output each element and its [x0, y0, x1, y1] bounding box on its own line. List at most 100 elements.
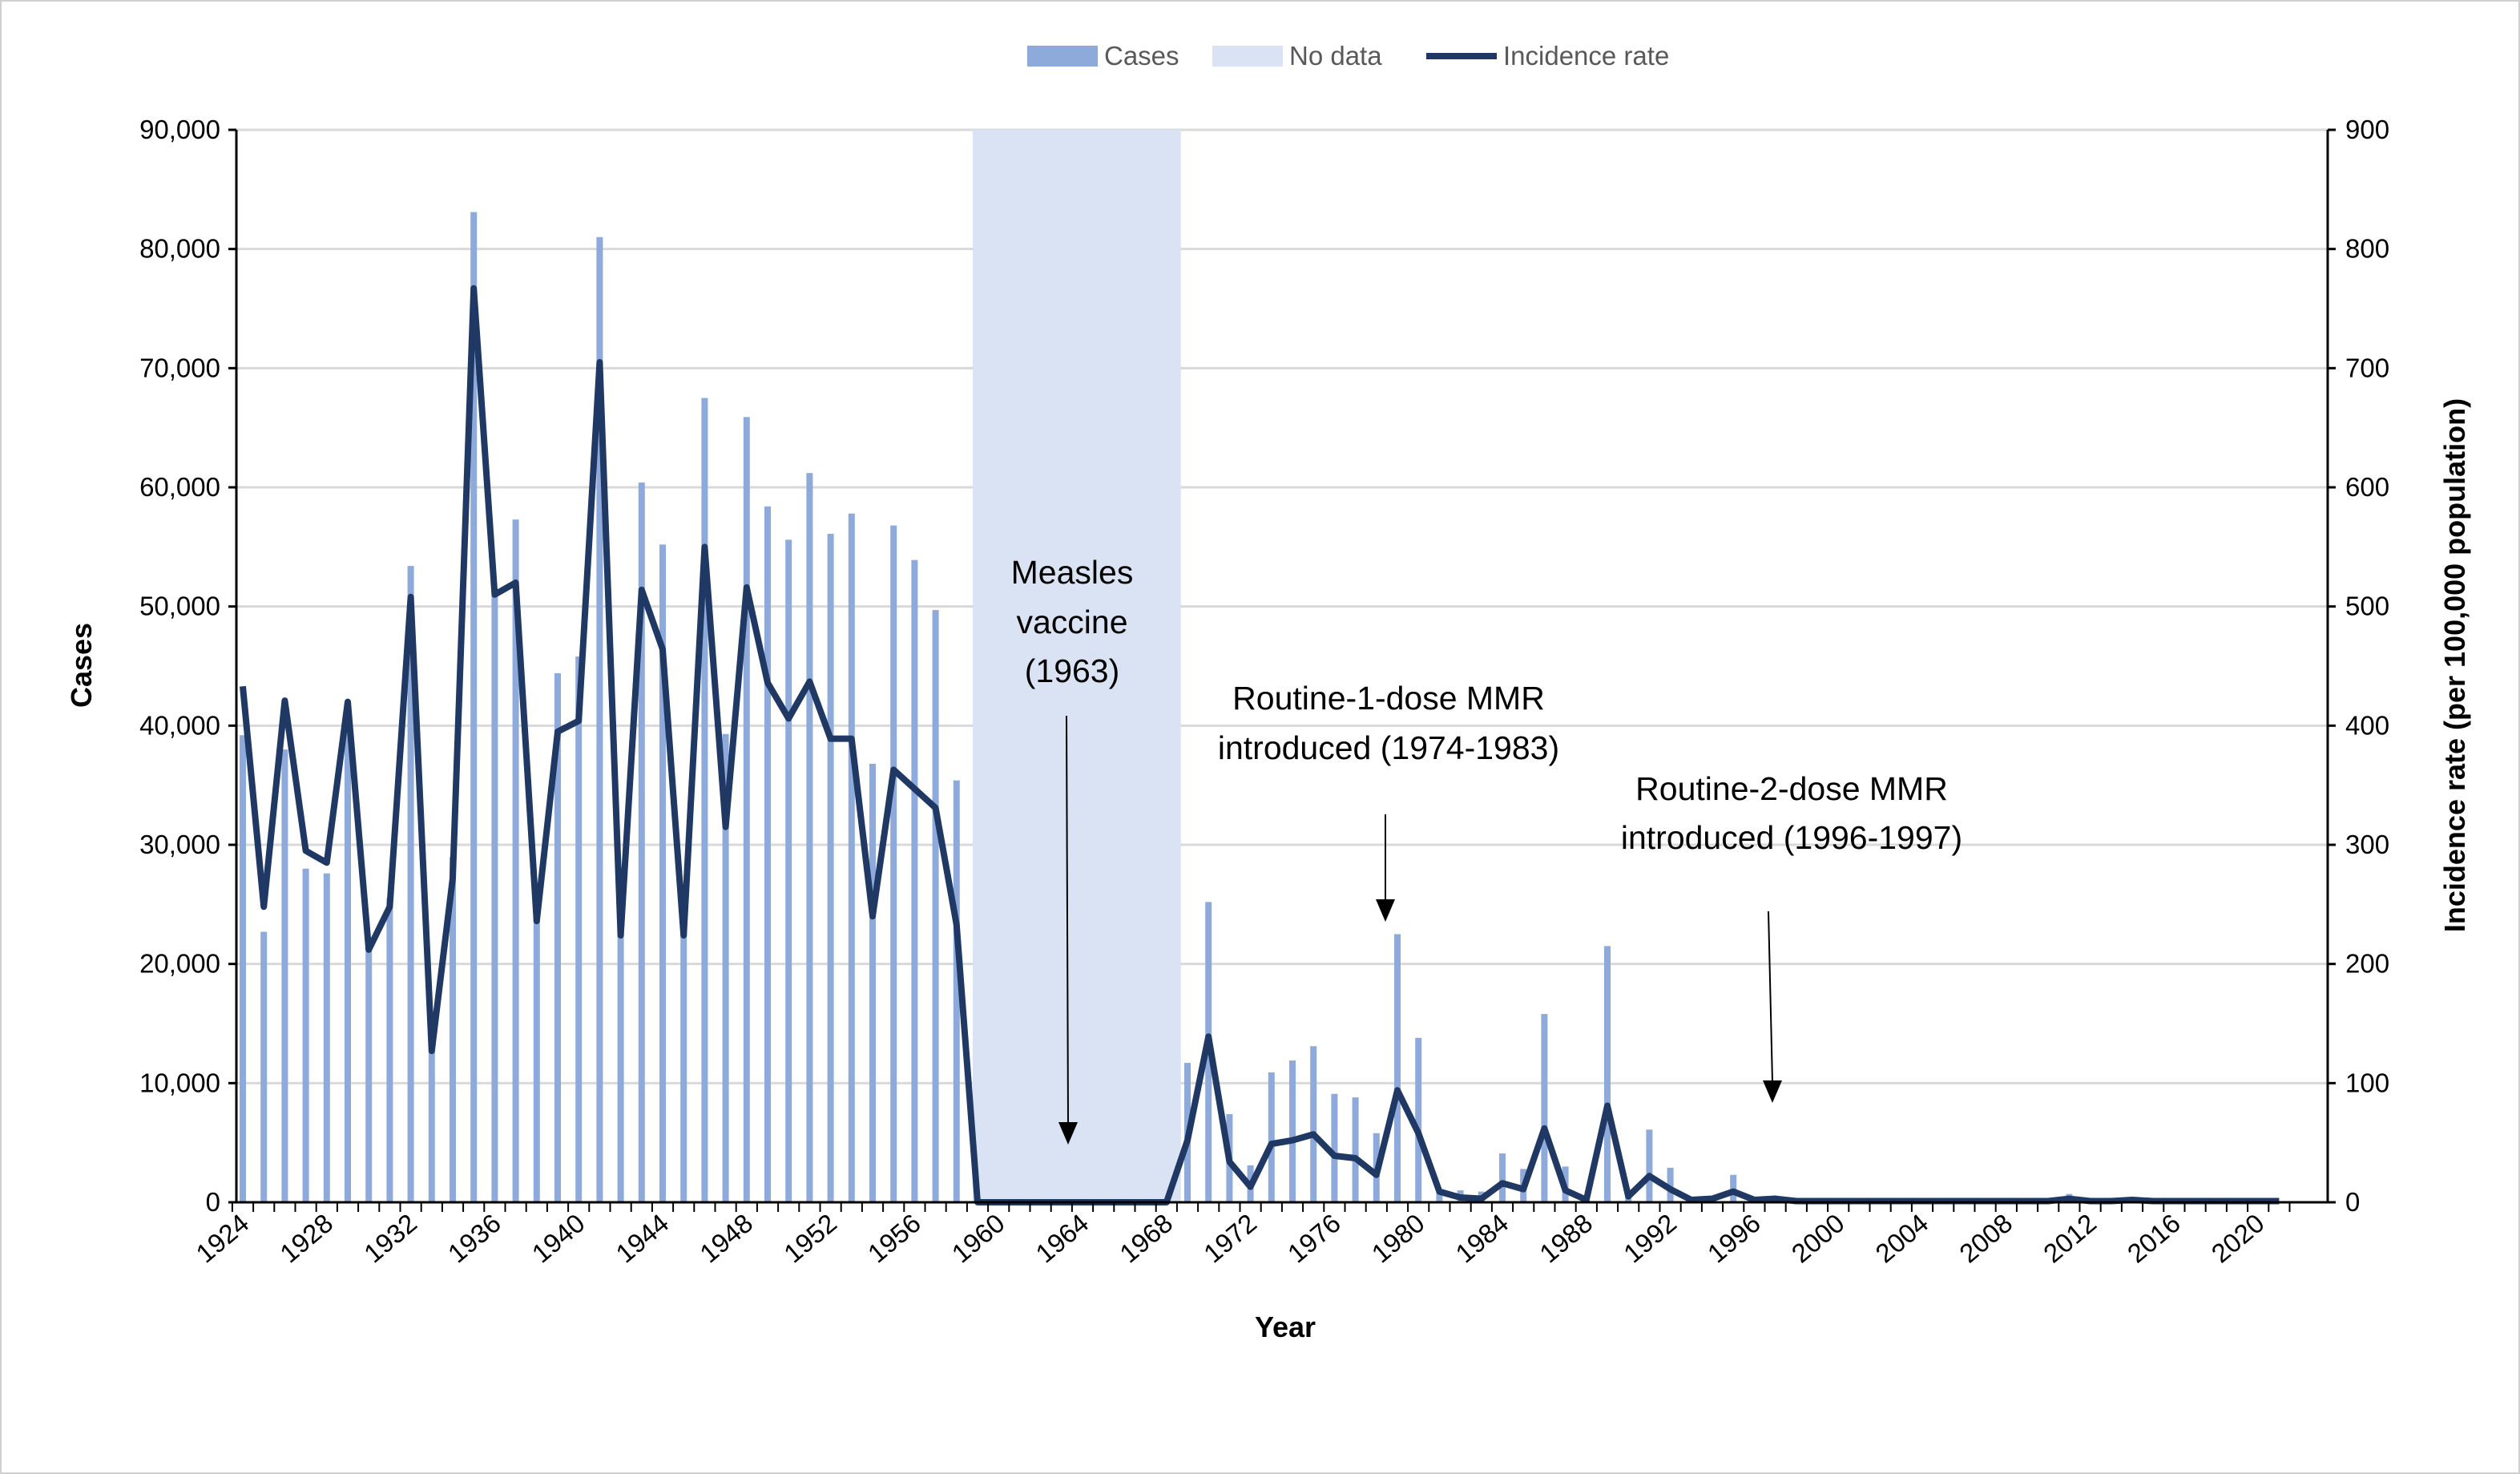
x-tick-label: 1936 — [442, 1208, 506, 1269]
x-tick-label: 1924 — [190, 1208, 254, 1269]
bar-1947 — [722, 733, 729, 1202]
y-tick-label: 30,000 — [139, 830, 220, 859]
y-tick-label: 10,000 — [139, 1068, 220, 1097]
annotation-arrow-head — [1376, 899, 1395, 922]
x-tick-label: 2012 — [2038, 1208, 2102, 1269]
x-tick-label: 1956 — [862, 1208, 926, 1269]
bar-1955 — [890, 525, 897, 1202]
y2-tick-label: 800 — [2345, 234, 2389, 264]
bar-1946 — [701, 398, 708, 1202]
y-tick-label: 40,000 — [139, 710, 220, 740]
y-tick-label: 80,000 — [139, 234, 220, 264]
bar-1992 — [1667, 1167, 1674, 1202]
no-data-band — [973, 130, 1181, 1202]
y2-axis-title: Incidence rate (per 100,000 population) — [2438, 398, 2471, 932]
bar-1948 — [743, 417, 750, 1202]
bar-1958 — [953, 780, 960, 1202]
y-tick-label: 90,000 — [139, 115, 220, 144]
bar-1941 — [596, 236, 603, 1202]
bar-1973 — [1268, 1072, 1275, 1202]
x-tick-label: 2008 — [1954, 1208, 2018, 1269]
legend-label-no-data: No data — [1289, 41, 1382, 71]
bar-1938 — [533, 916, 540, 1202]
bar-1980 — [1415, 1037, 1422, 1202]
bar-1942 — [617, 931, 624, 1202]
bar-1931 — [386, 898, 393, 1202]
bar-1925 — [260, 931, 268, 1202]
y2-tick-label: 500 — [2345, 592, 2389, 621]
x-tick-label: 2004 — [1869, 1208, 1933, 1269]
x-tick-label: 1972 — [1198, 1208, 1262, 1269]
y2-tick-label: 100 — [2345, 1068, 2389, 1097]
y2-tick-label: 400 — [2345, 710, 2389, 740]
y-tick-label: 0 — [206, 1187, 220, 1217]
x-tick-label: 1996 — [1702, 1208, 1766, 1269]
bar-1952 — [827, 533, 834, 1202]
x-tick-label: 2020 — [2206, 1208, 2270, 1269]
bar-1932 — [407, 566, 414, 1202]
bar-1974 — [1289, 1060, 1296, 1202]
x-tick-label: 2000 — [1786, 1208, 1850, 1269]
x-tick-label: 1944 — [610, 1208, 674, 1269]
annotation-arrow-shaft — [1066, 715, 1069, 1125]
x-axis-title: Year — [1255, 1310, 1316, 1343]
x-tick-label: 1952 — [778, 1208, 842, 1269]
bar-1945 — [680, 931, 687, 1202]
bar-1949 — [764, 506, 771, 1202]
bar-1950 — [785, 539, 792, 1202]
annotation-0-line: vaccine — [1016, 604, 1127, 640]
bar-1933 — [428, 1047, 435, 1202]
legend-swatch-cases — [1027, 46, 1098, 67]
y-tick-label: 20,000 — [139, 949, 220, 979]
annotation-arrow-shaft — [1768, 911, 1773, 1083]
bar-1975 — [1310, 1046, 1317, 1202]
bar-1991 — [1646, 1129, 1653, 1202]
y2-tick-label: 700 — [2345, 353, 2389, 382]
y2-tick-label: 0 — [2345, 1187, 2360, 1217]
annotation-0-line: Measles — [1011, 554, 1134, 591]
annotation-arrow-head — [1058, 1122, 1078, 1145]
x-tick-label: 1960 — [946, 1208, 1010, 1269]
bar-1953 — [848, 513, 855, 1202]
y-axis-title: Cases — [65, 623, 98, 708]
bar-1957 — [932, 610, 939, 1202]
bar-1924 — [240, 735, 246, 1202]
bar-1934 — [450, 856, 456, 1202]
x-tick-label: 1992 — [1618, 1208, 1682, 1269]
bar-1928 — [323, 873, 330, 1202]
y-tick-label: 50,000 — [139, 592, 220, 621]
legend-swatch-no-data — [1212, 46, 1283, 67]
annotation-1-line: Routine-1-dose MMR — [1232, 680, 1545, 717]
bar-1927 — [302, 868, 309, 1202]
y2-tick-label: 900 — [2345, 115, 2389, 144]
bar-1981 — [1436, 1189, 1443, 1202]
bar-1939 — [554, 672, 561, 1202]
bar-1926 — [281, 749, 288, 1202]
x-tick-label: 1932 — [358, 1208, 422, 1269]
bar-1940 — [575, 656, 583, 1202]
bar-1984 — [1499, 1153, 1506, 1202]
bar-1989 — [1604, 946, 1611, 1202]
bar-1951 — [806, 473, 813, 1202]
x-tick-label: 1948 — [694, 1208, 758, 1269]
y-tick-label: 60,000 — [139, 472, 220, 502]
bar-1937 — [512, 519, 519, 1202]
bar-1954 — [869, 763, 876, 1202]
annotation-0-line: (1963) — [1025, 652, 1120, 689]
annotation-2-line: Routine-2-dose MMR — [1635, 770, 1948, 807]
bar-1956 — [911, 559, 918, 1202]
bar-1976 — [1331, 1093, 1338, 1202]
annotation-2-line: introduced (1996-1997) — [1621, 819, 1962, 856]
legend: Cases No data Incidence rate — [1027, 41, 1669, 71]
x-tick-label: 1980 — [1366, 1208, 1430, 1269]
bar-1935 — [470, 212, 478, 1203]
bar-1986 — [1541, 1014, 1548, 1202]
annotation-arrow-head — [1763, 1080, 1782, 1103]
x-tick-label: 1988 — [1534, 1208, 1598, 1269]
x-tick-label: 1928 — [274, 1208, 338, 1269]
bar-1944 — [659, 544, 666, 1202]
bar-1979 — [1394, 934, 1401, 1202]
bar-1930 — [365, 946, 373, 1202]
